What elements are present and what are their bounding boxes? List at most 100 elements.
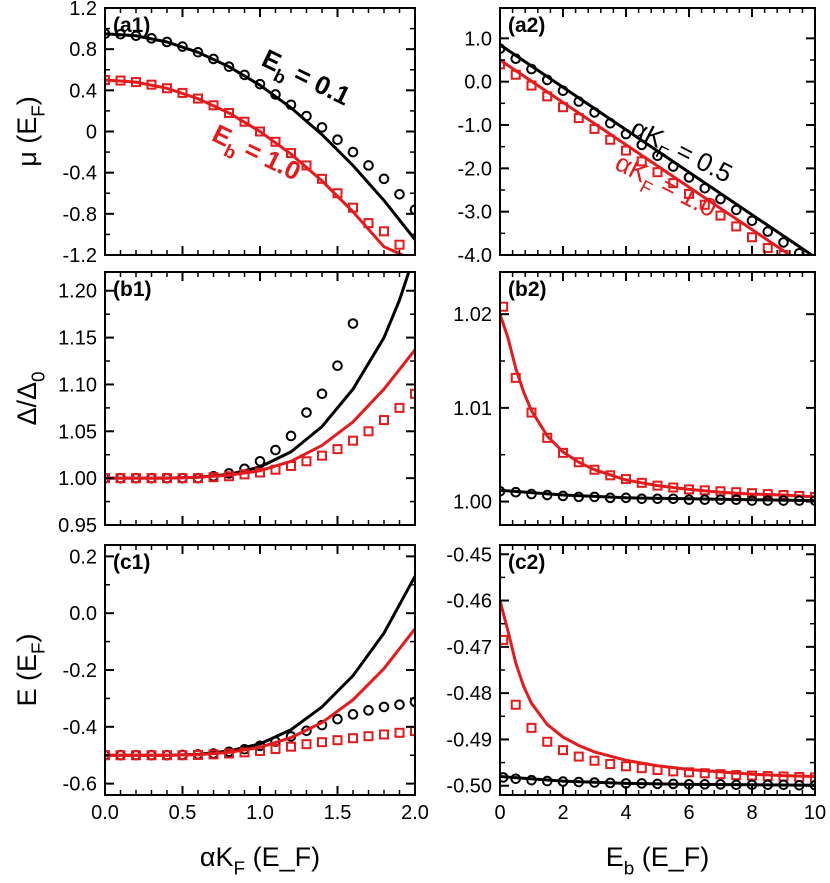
series-c1-1	[105, 627, 415, 761]
y-tick-label: 1.15	[58, 328, 97, 350]
series-a1-0	[105, 28, 415, 241]
marker-square	[208, 472, 219, 483]
marker-square	[146, 79, 157, 90]
marker-square	[286, 460, 296, 471]
marker-square	[510, 372, 521, 383]
marker-circle	[394, 188, 405, 200]
y-tick-label: -0.4	[63, 163, 97, 185]
marker-circle	[746, 215, 758, 227]
marker-square	[332, 188, 343, 199]
marker-square	[193, 93, 203, 104]
marker-circle	[589, 107, 600, 118]
marker-square	[699, 485, 710, 496]
marker-circle	[604, 117, 616, 129]
marker-square	[162, 83, 172, 94]
marker-square	[131, 77, 141, 88]
marker-circle	[208, 53, 219, 65]
marker-square	[348, 733, 358, 744]
marker-circle	[394, 699, 405, 710]
marker-circle	[793, 495, 805, 506]
marker-square	[410, 726, 415, 737]
marker-circle	[604, 492, 616, 504]
panel-label-b2: (b2)	[508, 278, 547, 301]
marker-square	[573, 457, 584, 468]
marker-square	[636, 156, 647, 167]
marker-square	[177, 750, 188, 761]
marker-circle	[730, 494, 742, 506]
marker-square	[731, 770, 742, 781]
marker-circle	[192, 46, 204, 58]
marker-square	[146, 473, 157, 484]
marker-circle	[316, 388, 328, 400]
axes-frame	[104, 544, 416, 796]
panel-label-c2: (c2)	[508, 551, 545, 574]
marker-circle	[683, 494, 695, 506]
marker-square	[668, 178, 679, 189]
marker-square	[363, 218, 374, 229]
axes-frame	[104, 271, 416, 526]
marker-square	[652, 765, 663, 775]
y-tick-label: 1.20	[58, 281, 97, 303]
annotation-a2-0: αKF = 0.5	[624, 112, 738, 194]
marker-circle	[347, 709, 359, 720]
marker-square	[558, 447, 568, 458]
marker-square	[684, 767, 694, 778]
marker-square	[379, 729, 389, 740]
marker-square	[332, 735, 343, 746]
marker-circle	[347, 318, 359, 329]
marker-square	[605, 758, 616, 769]
marker-square	[526, 407, 537, 418]
marker-circle	[254, 78, 266, 90]
marker-circle	[778, 495, 789, 506]
y-tick-label: 1.0	[464, 28, 492, 50]
marker-circle	[667, 493, 679, 505]
marker-square	[636, 763, 647, 774]
y-tick-label: 0.95	[58, 515, 97, 537]
marker-circle	[270, 444, 281, 456]
marker-circle	[652, 778, 663, 790]
series-b2-1	[500, 485, 815, 506]
marker-circle	[526, 63, 537, 75]
marker-circle	[363, 705, 374, 716]
panel-a1: 1.2 0.8 0.4 0 -0.4 -0.8 -1.2 (a1) μ (EF) Eb = 0.1…	[12, 0, 416, 267]
marker-square	[747, 232, 757, 243]
marker-square	[115, 750, 126, 761]
x-tick-label: 6	[683, 802, 694, 824]
y-tick-label: 1.00	[58, 468, 97, 490]
marker-square	[510, 699, 521, 710]
marker-square	[177, 473, 188, 484]
marker-square	[605, 134, 616, 145]
marker-circle	[589, 777, 600, 788]
marker-circle	[510, 773, 522, 785]
marker-circle	[762, 779, 774, 791]
marker-circle	[793, 247, 805, 255]
marker-circle	[811, 260, 820, 269]
marker-square	[286, 148, 296, 159]
panel-b1: 1.20 1.15 1.10 1.05 1.00 0.95 (b1) Δ/Δ0	[12, 271, 416, 537]
y-tick-label: 0.8	[69, 39, 97, 61]
marker-square	[146, 750, 157, 761]
y-tick-label: 1.10	[58, 374, 97, 396]
marker-square	[652, 480, 663, 491]
y-tick-label: -0.48	[446, 683, 492, 705]
marker-circle	[239, 69, 250, 81]
marker-square	[668, 766, 679, 777]
marker-square	[699, 199, 710, 210]
marker-circle	[557, 490, 569, 502]
marker-circle	[130, 30, 142, 42]
marker-square	[379, 415, 389, 426]
marker-square	[317, 173, 327, 184]
axes-frame	[499, 271, 816, 526]
marker-circle	[285, 430, 297, 442]
marker-circle	[270, 89, 281, 100]
y-tick-label: -1.2	[63, 245, 97, 267]
marker-circle	[699, 779, 711, 790]
marker-circle	[510, 53, 522, 65]
y-tick-label: -0.46	[446, 591, 492, 613]
marker-square	[715, 769, 726, 780]
marker-circle	[557, 85, 569, 97]
marker-circle	[730, 204, 742, 216]
marker-square	[526, 722, 537, 733]
marker-circle	[285, 99, 297, 111]
marker-square	[652, 167, 663, 178]
